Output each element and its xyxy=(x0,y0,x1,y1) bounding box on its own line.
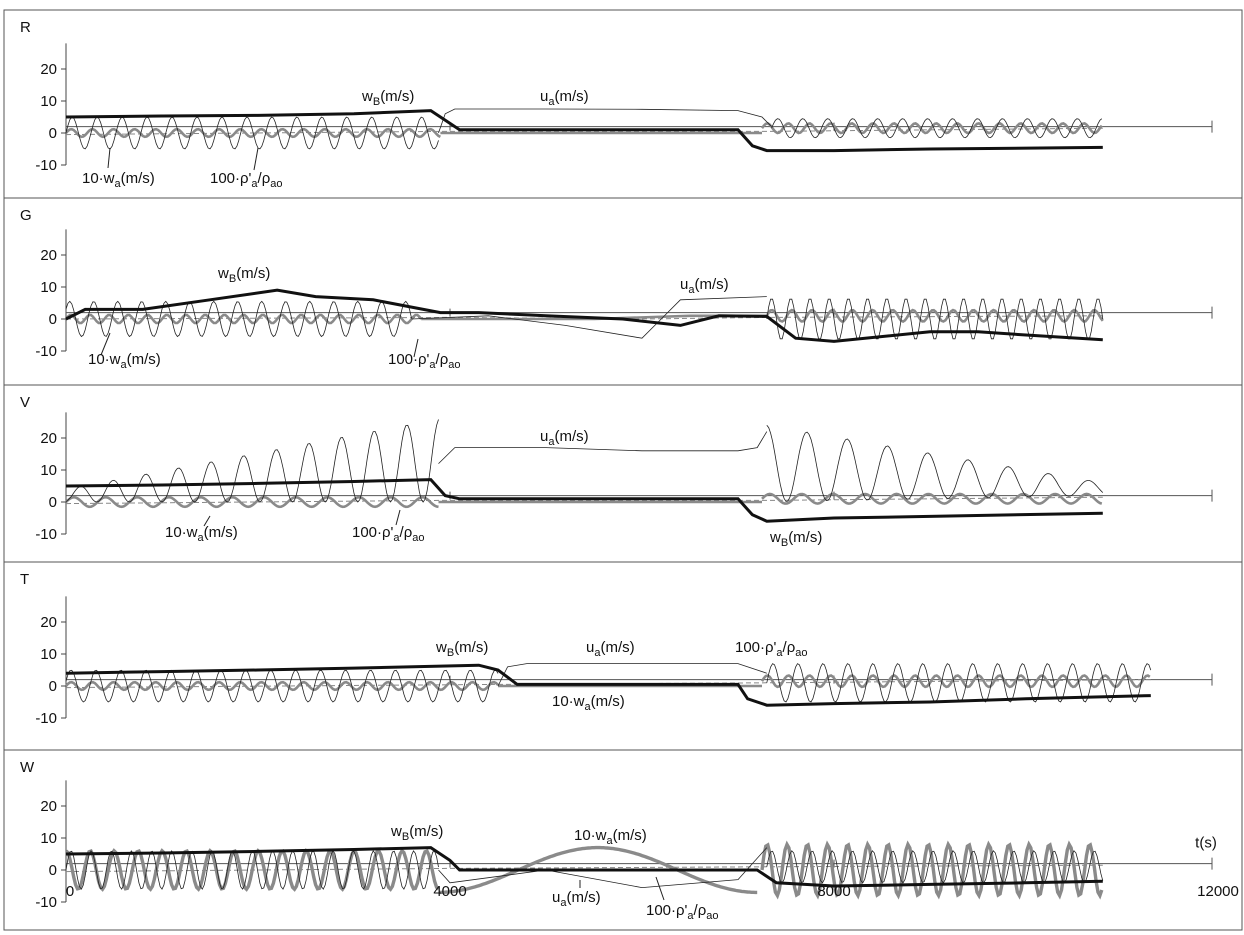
series-wb xyxy=(65,478,1103,523)
series-ua xyxy=(497,663,767,687)
panel-g: G 20 10 0 -10 wB(m/s) ua(m/s) 10·wa(m/s) 100·ρ'a… xyxy=(3,197,1243,386)
series-10wa xyxy=(760,122,1103,135)
series-rho xyxy=(65,679,1151,689)
series-label: ua(m/s) xyxy=(552,889,601,909)
x-tick-label: 0 xyxy=(66,883,74,900)
series-ua xyxy=(411,296,767,339)
series-10wa xyxy=(765,308,1104,323)
series-ua xyxy=(65,419,439,503)
x-tick-label: 8000 xyxy=(817,883,850,900)
series-ua xyxy=(65,300,412,338)
series-ua xyxy=(65,669,499,703)
panel-label: W xyxy=(20,759,35,776)
y-tick-label: 20 xyxy=(40,798,57,815)
y-tick-label: -10 xyxy=(35,157,57,174)
series-label: 10·wa(m/s) xyxy=(88,351,161,371)
label-leader xyxy=(655,876,665,901)
y-tick-label: 0 xyxy=(49,311,57,328)
panel-label: G xyxy=(20,207,32,224)
panel-frame xyxy=(3,197,1243,386)
panel-t: T 20 10 0 -10 wB(m/s) ua(m/s) 100·ρ'a/ρao 10·wa(… xyxy=(3,561,1243,751)
series-label: wB(m/s) xyxy=(435,639,488,659)
x-tick-label: 4000 xyxy=(433,883,466,900)
series-10wa xyxy=(65,495,439,509)
series-10wa xyxy=(65,680,499,692)
y-tick-label: -10 xyxy=(35,343,57,360)
x-tick-label: 12000 xyxy=(1197,883,1239,900)
series-10wa xyxy=(438,845,758,895)
series-label: wB(m/s) xyxy=(361,88,414,108)
series-label: wB(m/s) xyxy=(217,265,270,285)
y-tick-label: 10 xyxy=(40,279,57,296)
series-label: 10·wa(m/s) xyxy=(574,827,647,847)
series-ua xyxy=(766,298,1104,340)
series-label: 10·wa(m/s) xyxy=(552,693,625,713)
y-tick-label: 20 xyxy=(40,247,57,264)
panel-frame xyxy=(3,561,1243,751)
series-label: 10·wa(m/s) xyxy=(82,170,155,190)
series-ua xyxy=(438,431,768,464)
y-tick-label: 0 xyxy=(49,862,57,879)
panel-r: R 20 10 0 -10 wB(m/s) ua(m/s) 10·wa(m/s) 100·ρ'a… xyxy=(3,9,1243,199)
series-label: 100·ρ'a/ρao xyxy=(352,524,425,544)
label-leader xyxy=(413,338,419,358)
panel-w: W 20 10 0 -10 wB(m/s) 10·wa(m/s) ua(m/s) 100·ρ'a… xyxy=(3,749,1243,931)
y-tick-label: -10 xyxy=(35,710,57,727)
series-wb xyxy=(65,663,1151,707)
series-label: ua(m/s) xyxy=(540,88,589,108)
y-tick-label: 20 xyxy=(40,430,57,447)
label-leader xyxy=(100,332,111,356)
series-ua xyxy=(771,118,1103,139)
y-tick-label: 10 xyxy=(40,93,57,110)
series-wb xyxy=(65,109,1103,153)
series-10wa xyxy=(761,492,1103,505)
y-tick-label: -10 xyxy=(35,894,57,911)
label-leader xyxy=(395,509,401,526)
series-wb xyxy=(65,846,1103,888)
series-wb xyxy=(65,288,1103,343)
series-ua xyxy=(766,850,1104,884)
series-ua xyxy=(438,108,772,134)
label-leader xyxy=(203,515,211,527)
series-label: 100·ρ'a/ρao xyxy=(735,639,808,659)
x-axis-unit: t(s) xyxy=(1195,835,1217,852)
y-tick-label: 20 xyxy=(40,61,57,78)
panel-frame xyxy=(3,749,1243,931)
series-label: wB(m/s) xyxy=(769,529,822,549)
y-tick-label: 20 xyxy=(40,614,57,631)
series-label: ua(m/s) xyxy=(586,639,635,659)
series-label: 100·ρ'a/ρao xyxy=(388,351,461,371)
label-leader xyxy=(253,147,259,171)
panel-frame xyxy=(3,9,1243,199)
series-ua xyxy=(766,424,1104,502)
series-10wa xyxy=(760,840,1104,900)
series-rho xyxy=(65,864,1103,873)
panel-label: V xyxy=(20,394,30,411)
series-label: ua(m/s) xyxy=(680,276,729,296)
y-tick-label: 0 xyxy=(49,125,57,142)
panel-label: T xyxy=(20,571,29,588)
y-tick-label: 10 xyxy=(40,462,57,479)
y-tick-label: 0 xyxy=(49,494,57,511)
series-label: 100·ρ'a/ρao xyxy=(646,902,719,922)
series-ua xyxy=(65,116,439,150)
series-label: 10·wa(m/s) xyxy=(165,524,238,544)
panel-v: V 20 10 0 -10 ua(m/s) 10·wa(m/s) 100·ρ'a/ρao wB(… xyxy=(3,384,1243,563)
series-ua xyxy=(438,847,768,889)
series-10wa xyxy=(64,313,423,325)
series-10wa xyxy=(64,848,440,892)
panel-label: R xyxy=(20,19,31,36)
series-10wa xyxy=(760,674,1151,689)
series-label: wB(m/s) xyxy=(390,823,443,843)
series-label: 100·ρ'a/ρao xyxy=(210,170,283,190)
label-leader xyxy=(107,147,111,169)
y-tick-label: 10 xyxy=(40,646,57,663)
y-tick-label: 10 xyxy=(40,830,57,847)
series-label: ua(m/s) xyxy=(540,428,589,448)
y-tick-label: -10 xyxy=(35,526,57,543)
y-tick-label: 0 xyxy=(49,678,57,695)
